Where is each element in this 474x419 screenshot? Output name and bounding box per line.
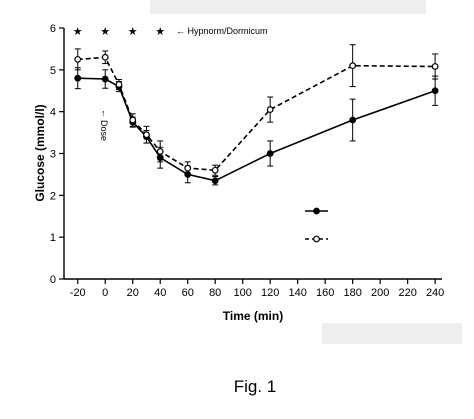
series-line [77,77,436,182]
series-2 [74,44,439,176]
y-tick-label: 0 [50,274,56,286]
significance-star: ★ [73,25,83,38]
hypnorm-annotation: ← Hypnorm/Dormicum [176,26,268,36]
significance-marks: ★ ★ ★ ★ [73,25,165,38]
figure-caption: Fig. 1 [234,377,277,396]
x-tick-label: -20 [70,287,86,299]
x-tick-label: 0 [102,287,108,299]
legend-marker-2 [313,235,320,243]
data-point [266,150,274,157]
top-label-box [150,0,426,14]
data-point [74,55,82,63]
x-ticks: -20 0 20 40 60 80 100 120 140 160 180 200 220 240 [70,279,444,299]
data-point [266,106,274,113]
data-series [74,44,439,186]
data-point [156,148,164,155]
y-tick-label: 6 [50,23,56,35]
y-tick-label: 4 [50,107,56,119]
significance-star: ★ [155,25,165,38]
data-point [115,81,123,88]
data-point [431,63,439,70]
x-tick-label: 240 [426,287,444,299]
y-ticks: 0 1 2 3 4 5 6 [50,23,64,286]
data-point [349,62,357,70]
x-tick-label: 20 [127,287,139,299]
x-tick-label: 160 [316,287,334,299]
x-axis-title: Time (min) [223,309,283,323]
y-tick-label: 3 [50,149,56,161]
data-point [184,164,192,172]
x-tick-label: 140 [288,287,306,299]
data-point [143,131,150,139]
dose-arrow: ↑ [101,108,106,118]
bottom-label-box [322,323,462,344]
data-point [101,53,109,61]
x-tick-label: 220 [398,287,416,299]
data-point [211,166,219,174]
legend [305,207,328,243]
data-point [101,75,109,83]
x-tick-label: 80 [209,287,221,299]
x-tick-label: 120 [261,287,279,299]
data-point [129,116,137,124]
y-tick-label: 2 [50,190,56,202]
x-tick-label: 60 [182,287,194,299]
legend-marker-1 [313,207,320,215]
data-point [431,87,439,95]
x-tick-label: 180 [343,287,361,299]
significance-star: ★ [128,25,138,38]
dose-annotation: Dose [99,120,109,141]
significance-star: ★ [100,25,110,38]
plot-axes [63,28,442,280]
x-tick-label: 100 [234,287,252,299]
y-tick-label: 5 [50,65,56,77]
x-tick-label: 200 [371,287,389,299]
data-point [211,177,219,185]
data-point [74,74,82,82]
x-tick-label: 40 [154,287,166,299]
series-1 [74,67,439,186]
y-axis-title: Glucose (mmol/l) [33,104,47,201]
data-point [349,116,357,124]
y-tick-label: 1 [50,232,56,244]
